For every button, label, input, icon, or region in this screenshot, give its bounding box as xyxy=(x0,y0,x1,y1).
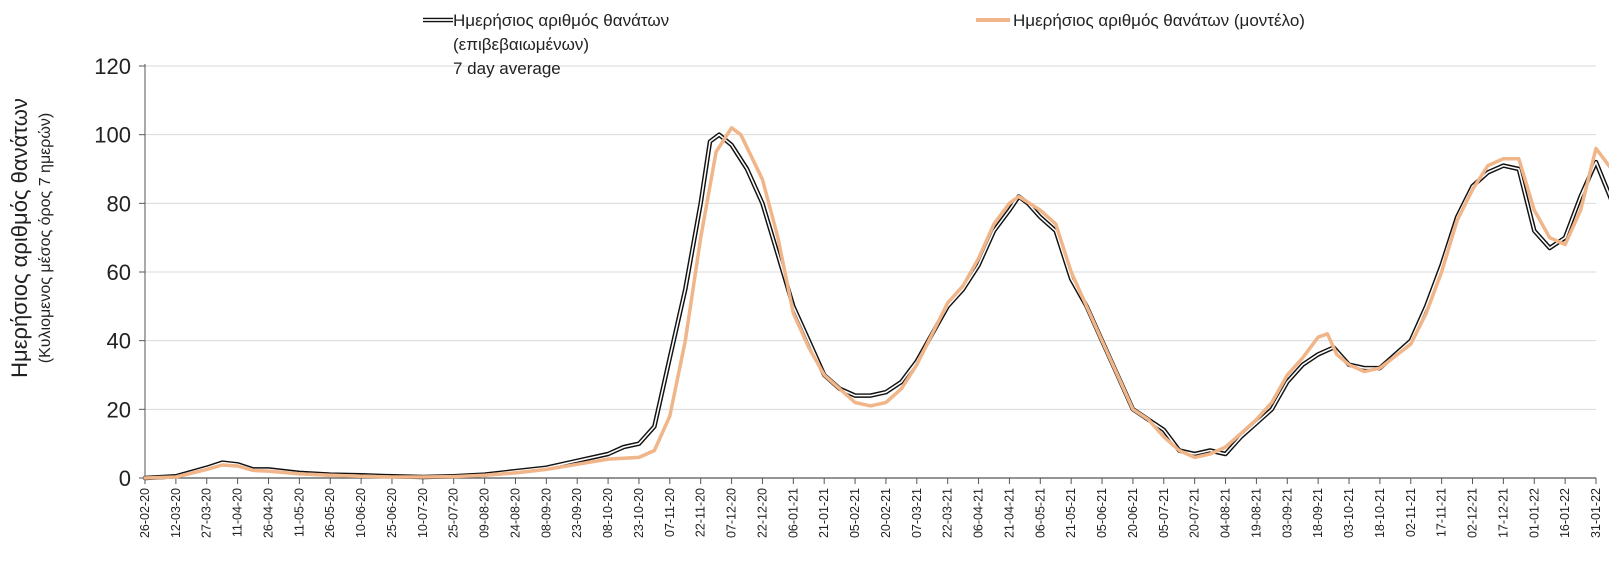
x-tick-label: 03-10-21 xyxy=(1342,488,1356,538)
x-tick-label: 18-09-21 xyxy=(1311,488,1325,538)
y-tick-label: 20 xyxy=(107,397,131,422)
x-tick-label: 09-08-20 xyxy=(478,488,492,538)
x-tick-label: 22-03-21 xyxy=(941,488,955,538)
x-tick-label: 19-08-21 xyxy=(1249,488,1263,538)
x-tick-label: 17-11-21 xyxy=(1435,488,1449,537)
x-tick-label: 31-01-22 xyxy=(1589,488,1603,538)
y-tick-label: 0 xyxy=(119,466,131,491)
x-tick-label: 11-05-20 xyxy=(292,488,306,537)
y-tick-label: 40 xyxy=(107,329,131,354)
series-line-confirmed-outline xyxy=(142,132,1609,481)
x-tick-label: 07-03-21 xyxy=(910,488,924,538)
x-tick-label: 26-05-20 xyxy=(323,488,337,538)
x-axis: 26-02-20 12-03-20 27-03-20 11-04-20 26-04-20… xyxy=(138,477,1603,538)
series-layer xyxy=(142,126,1609,481)
x-tick-label: 22-12-20 xyxy=(755,488,769,538)
x-tick-label: 05-02-21 xyxy=(848,488,862,538)
x-tick-label: 27-03-20 xyxy=(200,488,214,538)
x-tick-label: 01-01-22 xyxy=(1527,488,1541,538)
x-tick-label: 24-08-20 xyxy=(508,488,522,538)
x-tick-label: 25-06-20 xyxy=(385,488,399,538)
y-tick-label: 80 xyxy=(107,191,131,216)
x-tick-label: 17-12-21 xyxy=(1496,488,1510,538)
x-tick-label: 02-11-21 xyxy=(1404,488,1418,537)
x-tick-label: 20-07-21 xyxy=(1188,488,1202,538)
legend-label-model: Ημερήσιος αριθμός θανάτων (μοντέλο) xyxy=(1013,11,1305,30)
y-axis-subtitle: (Κυλιομενος μέσος όρος 7 ημερών) xyxy=(37,113,54,363)
x-tick-label: 23-10-20 xyxy=(632,488,646,538)
x-tick-label: 18-10-21 xyxy=(1373,488,1387,538)
y-axis-title: Ημερήσιος αριθμός θανάτων xyxy=(7,98,32,378)
x-tick-label: 05-07-21 xyxy=(1157,488,1171,538)
x-tick-label: 21-04-21 xyxy=(1002,488,1016,538)
x-tick-label: 16-01-22 xyxy=(1558,488,1572,538)
x-tick-label: 08-10-20 xyxy=(601,488,615,538)
x-tick-label: 20-02-21 xyxy=(879,488,893,538)
y-tick-label: 120 xyxy=(94,54,131,79)
y-tick-label: 100 xyxy=(94,123,131,148)
x-tick-label: 02-12-21 xyxy=(1466,488,1480,538)
x-tick-label: 21-01-21 xyxy=(817,488,831,538)
legend-item-confirmed: Ημερήσιος αριθμός θανάτων (επιβεβαιωμένω… xyxy=(423,11,669,78)
x-tick-label: 08-09-20 xyxy=(539,488,553,538)
x-tick-label: 10-06-20 xyxy=(354,488,368,538)
series-line-confirmed-inner xyxy=(144,133,1609,479)
x-tick-label: 06-04-21 xyxy=(972,488,986,538)
x-tick-label: 12-03-20 xyxy=(169,488,183,538)
legend: Ημερήσιος αριθμός θανάτων (επιβεβαιωμένω… xyxy=(423,11,1305,78)
x-tick-label: 22-11-20 xyxy=(694,488,708,537)
legend-label-confirmed-line3: 7 day average xyxy=(453,59,561,78)
x-tick-label: 05-06-21 xyxy=(1095,488,1109,538)
x-tick-label: 04-08-21 xyxy=(1219,488,1233,538)
y-axis: 0 20 40 60 80 100 120 xyxy=(94,54,146,491)
y-tick-label: 60 xyxy=(107,260,131,285)
x-tick-label: 23-09-20 xyxy=(570,488,584,538)
gridlines xyxy=(145,65,1596,410)
x-tick-label: 07-11-20 xyxy=(663,488,677,537)
x-tick-label: 10-07-20 xyxy=(416,488,430,538)
series-line-model xyxy=(143,126,1609,480)
legend-label-confirmed-line2: (επιβεβαιωμένων) xyxy=(453,35,589,54)
x-tick-label: 20-06-21 xyxy=(1126,488,1140,538)
x-tick-label: 26-04-20 xyxy=(261,488,275,538)
x-tick-label: 21-05-21 xyxy=(1064,488,1078,538)
x-tick-label: 06-05-21 xyxy=(1033,488,1047,538)
x-tick-label: 07-12-20 xyxy=(725,488,739,538)
x-tick-label: 26-02-20 xyxy=(138,488,152,538)
x-tick-label: 11-04-20 xyxy=(231,488,245,537)
legend-item-model: Ημερήσιος αριθμός θανάτων (μοντέλο) xyxy=(976,11,1305,30)
x-tick-label: 06-01-21 xyxy=(786,488,800,538)
legend-label-confirmed-line1: Ημερήσιος αριθμός θανάτων xyxy=(453,11,669,30)
x-tick-label: 25-07-20 xyxy=(447,488,461,538)
x-tick-label: 03-09-21 xyxy=(1280,488,1294,538)
